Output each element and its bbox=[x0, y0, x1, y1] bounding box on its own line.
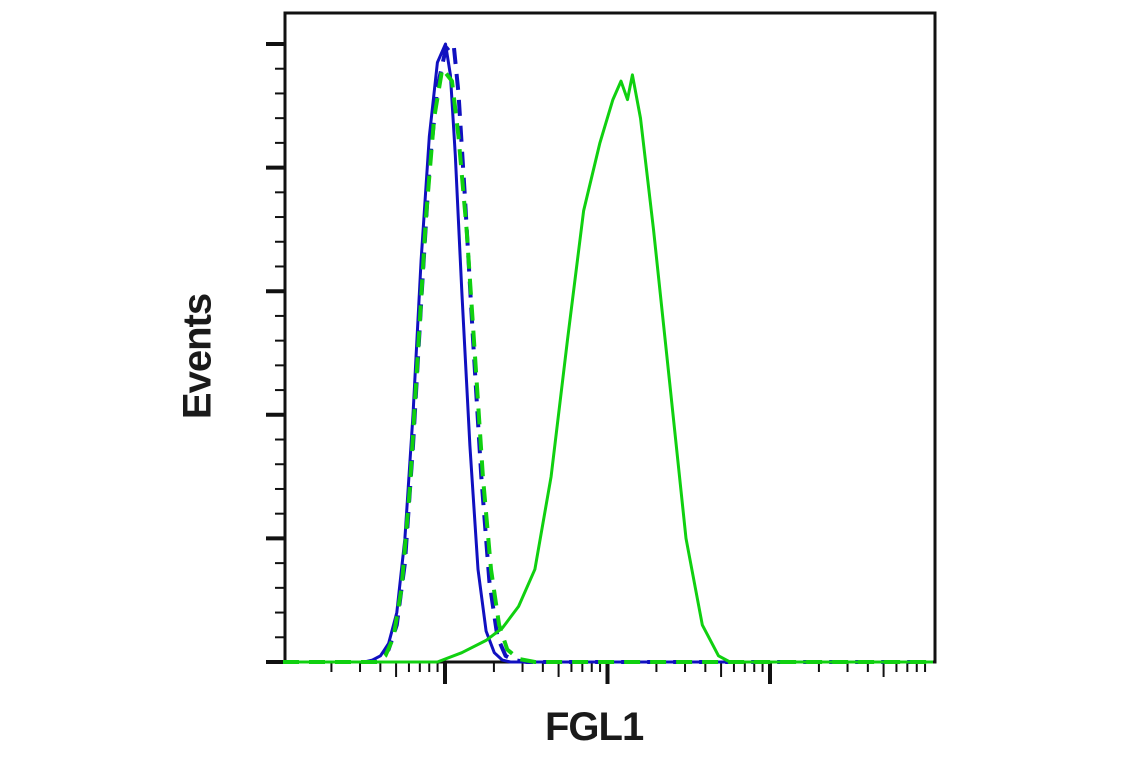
histogram-series bbox=[283, 42, 933, 664]
y-axis-ticks bbox=[266, 42, 285, 664]
x-axis-label: FGL1 bbox=[545, 705, 644, 749]
series-control-dashed-green bbox=[283, 66, 933, 664]
series-control-dashed-blue bbox=[283, 42, 933, 664]
y-axis-label: Events bbox=[175, 293, 220, 420]
x-axis-ticks bbox=[330, 662, 927, 684]
series-control-solid-blue bbox=[283, 42, 933, 664]
series-FGL1-solid-green bbox=[283, 73, 933, 664]
